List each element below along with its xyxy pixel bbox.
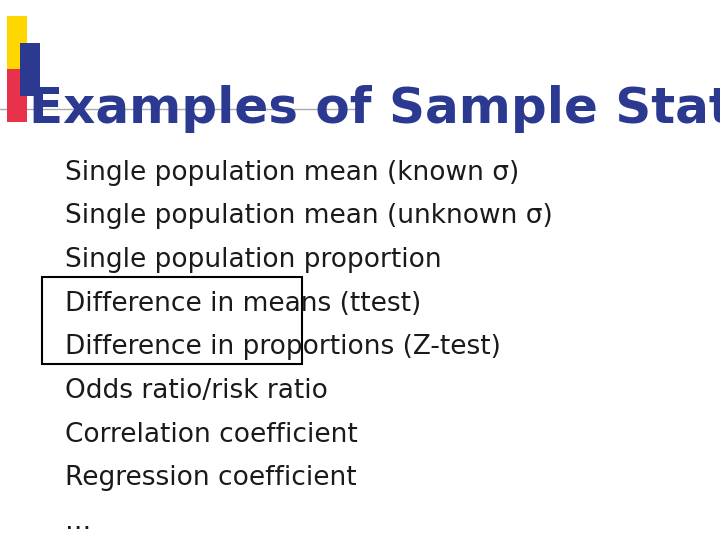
Text: Difference in means (ttest): Difference in means (ttest) [65, 291, 421, 316]
FancyBboxPatch shape [7, 16, 27, 69]
Text: …: … [65, 509, 91, 535]
Text: Single population mean (unknown σ): Single population mean (unknown σ) [65, 204, 553, 230]
Text: Odds ratio/risk ratio: Odds ratio/risk ratio [65, 378, 328, 404]
FancyBboxPatch shape [20, 43, 40, 96]
Text: Difference in proportions (Z-test): Difference in proportions (Z-test) [65, 334, 501, 360]
FancyBboxPatch shape [7, 69, 27, 123]
Text: Single population mean (known σ): Single population mean (known σ) [65, 160, 519, 186]
Text: Correlation coefficient: Correlation coefficient [65, 422, 358, 448]
Text: Regression coefficient: Regression coefficient [65, 465, 357, 491]
Text: Examples of Sample Statistics:: Examples of Sample Statistics: [29, 85, 720, 133]
Text: Single population proportion: Single population proportion [65, 247, 442, 273]
